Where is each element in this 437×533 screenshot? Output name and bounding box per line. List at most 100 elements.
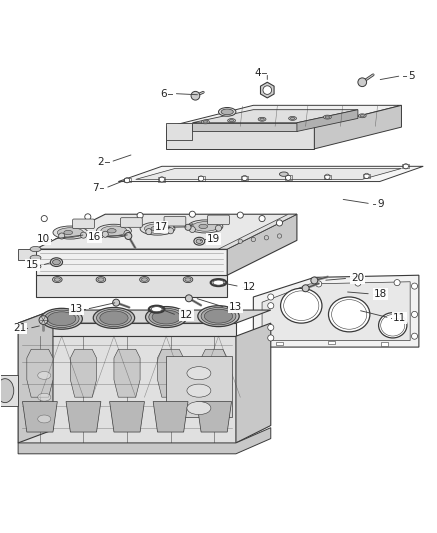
Ellipse shape xyxy=(188,220,223,233)
Polygon shape xyxy=(18,427,271,454)
Circle shape xyxy=(85,214,91,220)
Bar xyxy=(198,176,205,181)
Circle shape xyxy=(137,213,143,219)
Polygon shape xyxy=(0,375,18,406)
Circle shape xyxy=(59,233,65,239)
Circle shape xyxy=(268,325,274,330)
Ellipse shape xyxy=(52,277,62,282)
Ellipse shape xyxy=(97,309,132,327)
Polygon shape xyxy=(18,336,236,443)
Ellipse shape xyxy=(329,297,370,332)
Circle shape xyxy=(242,175,247,181)
Ellipse shape xyxy=(93,308,135,328)
Ellipse shape xyxy=(213,280,224,285)
Circle shape xyxy=(277,234,282,238)
Ellipse shape xyxy=(187,401,211,415)
Text: 18: 18 xyxy=(374,289,387,299)
Ellipse shape xyxy=(281,288,322,323)
Ellipse shape xyxy=(218,108,236,116)
Circle shape xyxy=(286,175,291,180)
Circle shape xyxy=(167,228,173,234)
Bar xyxy=(328,341,335,344)
Circle shape xyxy=(316,281,322,287)
Polygon shape xyxy=(260,82,274,98)
Polygon shape xyxy=(70,349,97,397)
Ellipse shape xyxy=(38,372,51,379)
Ellipse shape xyxy=(97,224,132,237)
Ellipse shape xyxy=(290,117,295,119)
Circle shape xyxy=(259,215,265,222)
Circle shape xyxy=(215,225,222,231)
Ellipse shape xyxy=(98,278,104,281)
Ellipse shape xyxy=(205,309,232,323)
Ellipse shape xyxy=(199,224,208,229)
Circle shape xyxy=(311,277,318,284)
Bar xyxy=(324,175,331,179)
FancyBboxPatch shape xyxy=(121,217,142,227)
Circle shape xyxy=(302,285,309,292)
Polygon shape xyxy=(153,401,188,432)
Polygon shape xyxy=(118,166,423,182)
Text: 7: 7 xyxy=(92,183,99,193)
Ellipse shape xyxy=(54,278,60,281)
Ellipse shape xyxy=(100,311,128,325)
Ellipse shape xyxy=(192,222,218,231)
Ellipse shape xyxy=(228,119,236,123)
Ellipse shape xyxy=(221,109,233,115)
Ellipse shape xyxy=(41,308,82,329)
Circle shape xyxy=(412,311,418,318)
Text: 11: 11 xyxy=(393,313,406,323)
Polygon shape xyxy=(166,106,402,127)
Polygon shape xyxy=(22,401,57,432)
Ellipse shape xyxy=(151,306,162,312)
Bar xyxy=(158,177,165,182)
Circle shape xyxy=(263,86,272,94)
Text: 17: 17 xyxy=(154,222,168,232)
Circle shape xyxy=(412,283,418,289)
Ellipse shape xyxy=(203,121,208,123)
Polygon shape xyxy=(227,214,297,275)
Ellipse shape xyxy=(140,222,175,235)
Circle shape xyxy=(41,215,47,222)
Ellipse shape xyxy=(198,306,239,327)
Ellipse shape xyxy=(260,118,264,120)
Circle shape xyxy=(412,333,418,339)
Ellipse shape xyxy=(48,312,76,326)
Ellipse shape xyxy=(52,260,60,265)
Polygon shape xyxy=(201,349,227,397)
Ellipse shape xyxy=(38,415,51,423)
Circle shape xyxy=(364,173,369,179)
Ellipse shape xyxy=(258,117,266,121)
Ellipse shape xyxy=(30,246,41,252)
Ellipse shape xyxy=(187,367,211,379)
Text: 6: 6 xyxy=(161,88,167,99)
Circle shape xyxy=(198,176,204,181)
Text: 13: 13 xyxy=(70,304,83,314)
Circle shape xyxy=(325,174,330,180)
Circle shape xyxy=(124,230,130,237)
Polygon shape xyxy=(192,110,358,123)
Text: 9: 9 xyxy=(377,199,384,209)
Polygon shape xyxy=(66,401,101,432)
Circle shape xyxy=(268,303,274,309)
FancyBboxPatch shape xyxy=(164,216,186,226)
Ellipse shape xyxy=(30,264,41,269)
Bar xyxy=(381,342,388,346)
FancyBboxPatch shape xyxy=(73,219,94,229)
Polygon shape xyxy=(218,214,297,249)
Polygon shape xyxy=(35,249,227,275)
Ellipse shape xyxy=(360,115,364,117)
Bar xyxy=(363,174,370,178)
Circle shape xyxy=(80,232,87,238)
Ellipse shape xyxy=(185,278,191,281)
Polygon shape xyxy=(166,127,314,149)
Ellipse shape xyxy=(378,313,407,338)
Ellipse shape xyxy=(149,308,184,326)
Polygon shape xyxy=(297,110,358,132)
Polygon shape xyxy=(18,249,35,260)
Ellipse shape xyxy=(358,114,366,118)
Bar xyxy=(402,164,409,168)
Ellipse shape xyxy=(30,255,41,261)
Ellipse shape xyxy=(201,308,236,325)
Polygon shape xyxy=(157,349,184,397)
